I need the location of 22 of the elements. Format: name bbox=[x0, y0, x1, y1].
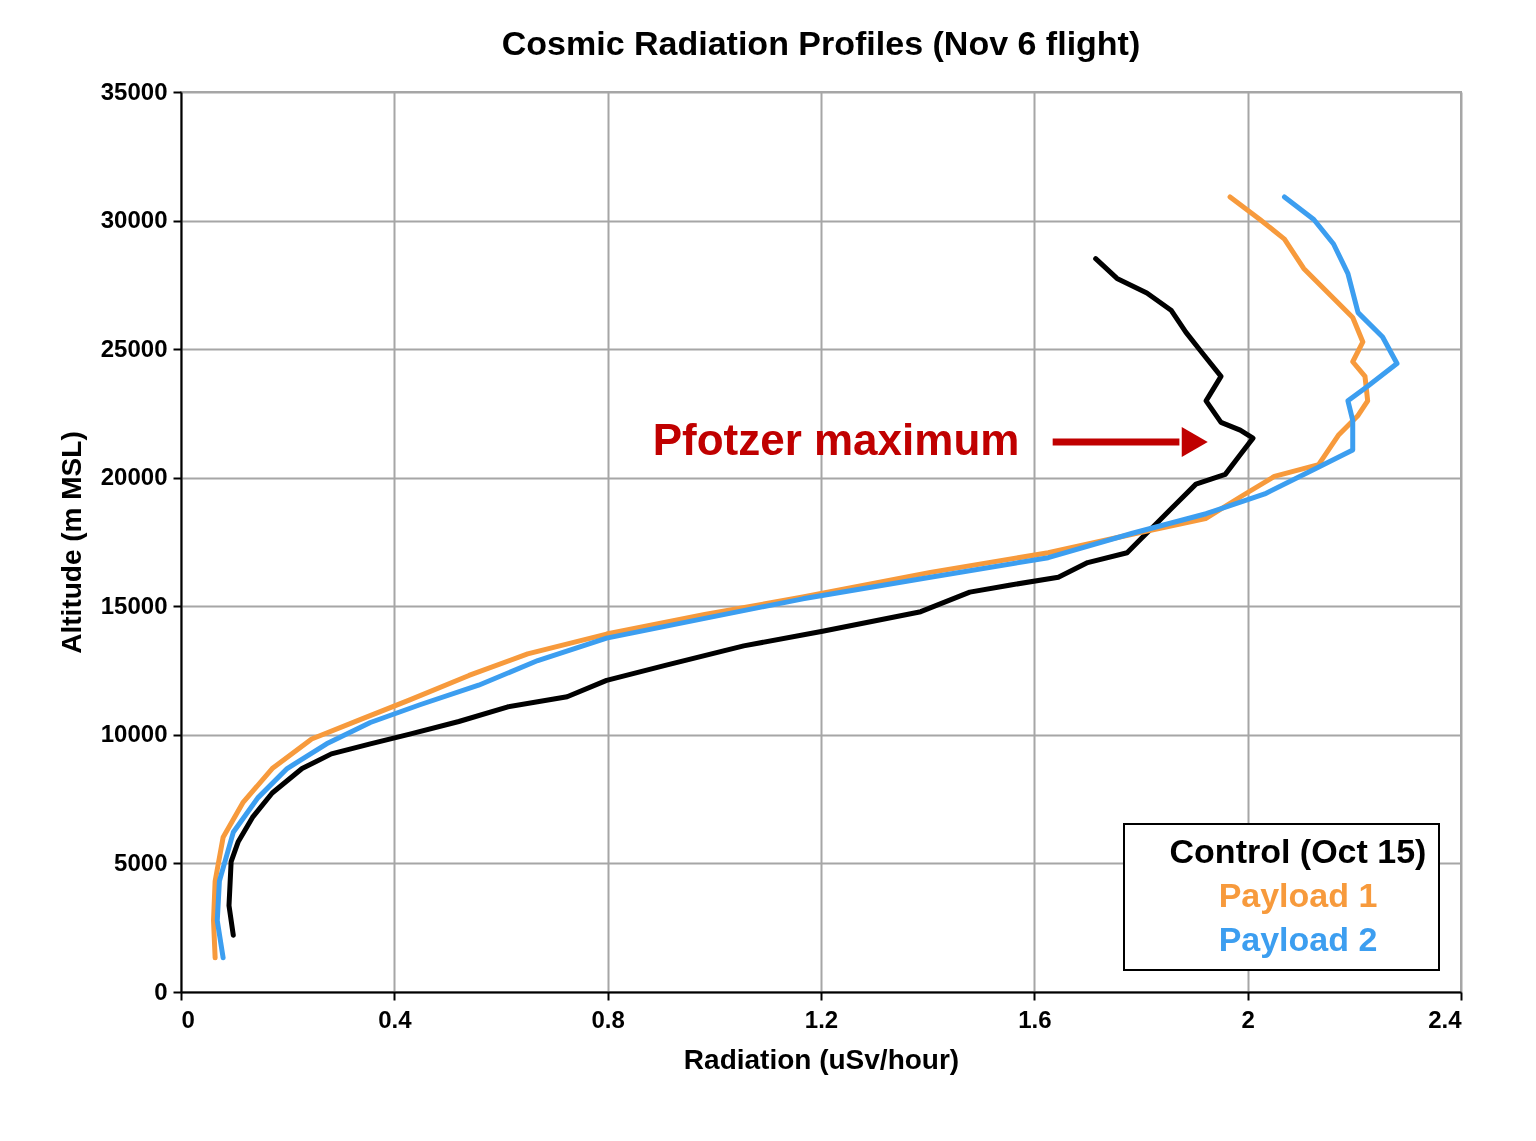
y-tick-label: 20000 bbox=[100, 463, 168, 491]
y-tick-label: 30000 bbox=[100, 206, 168, 234]
x-tick-label: 0.8 bbox=[591, 1005, 625, 1033]
x-axis-title: Radiation (uSv/hour) bbox=[683, 1043, 960, 1075]
x-tick-label: 0.4 bbox=[378, 1005, 413, 1033]
y-tick-label: 35000 bbox=[100, 77, 168, 105]
y-tick-label: 25000 bbox=[100, 334, 168, 362]
y-tick-label: 5000 bbox=[114, 848, 168, 876]
x-tick-label: 1.6 bbox=[1018, 1005, 1052, 1033]
y-tick-label: 0 bbox=[154, 977, 168, 1005]
x-tick-label: 2 bbox=[1241, 1005, 1255, 1033]
text: Payload 2 bbox=[1218, 920, 1378, 958]
y-tick-label: 15000 bbox=[100, 591, 168, 619]
x-tick-label: 0 bbox=[181, 1005, 195, 1033]
x-tick-label: 2.4 bbox=[1428, 1005, 1463, 1033]
annotation: Pfotzer maximum bbox=[652, 415, 1020, 465]
text: Payload 1 bbox=[1218, 876, 1378, 914]
chart-title: Cosmic Radiation Profiles (Nov 6 flight) bbox=[501, 24, 1141, 62]
y-axis-title: Altitude (m MSL) bbox=[55, 431, 87, 654]
text: Control (Oct 15) bbox=[1169, 832, 1427, 870]
x-tick-label: 1.2 bbox=[804, 1005, 839, 1033]
y-tick-label: 10000 bbox=[100, 720, 168, 748]
